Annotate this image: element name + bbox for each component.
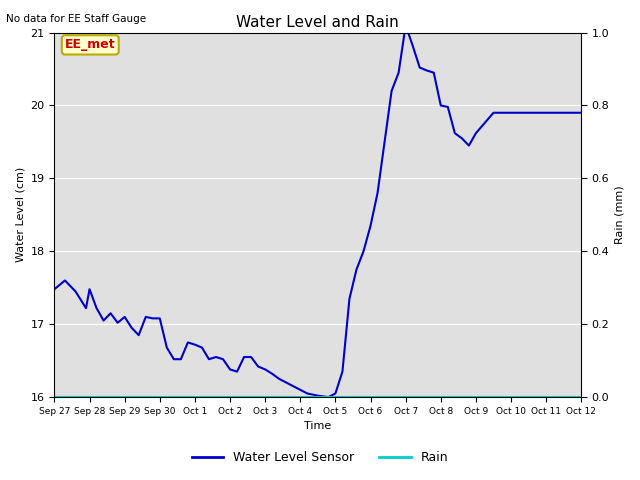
Water Level Sensor: [289, 384, 297, 389]
Water Level Sensor: [51, 287, 58, 292]
Water Level Sensor: [402, 23, 410, 28]
Legend: Water Level Sensor, Rain: Water Level Sensor, Rain: [187, 446, 453, 469]
X-axis label: Time: Time: [304, 421, 332, 432]
Water Level Sensor: [577, 110, 585, 116]
Water Level Sensor: [465, 143, 473, 148]
Title: Water Level and Rain: Water Level and Rain: [236, 15, 399, 30]
Y-axis label: Rain (mm): Rain (mm): [615, 186, 625, 244]
Water Level Sensor: [324, 394, 332, 400]
Water Level Sensor: [163, 345, 171, 350]
Text: EE_met: EE_met: [65, 38, 116, 51]
Text: No data for EE Staff Gauge: No data for EE Staff Gauge: [6, 14, 147, 24]
Y-axis label: Water Level (cm): Water Level (cm): [15, 167, 25, 263]
Line: Water Level Sensor: Water Level Sensor: [54, 25, 581, 397]
Water Level Sensor: [542, 110, 550, 116]
Water Level Sensor: [247, 354, 255, 360]
Water Level Sensor: [191, 342, 199, 348]
